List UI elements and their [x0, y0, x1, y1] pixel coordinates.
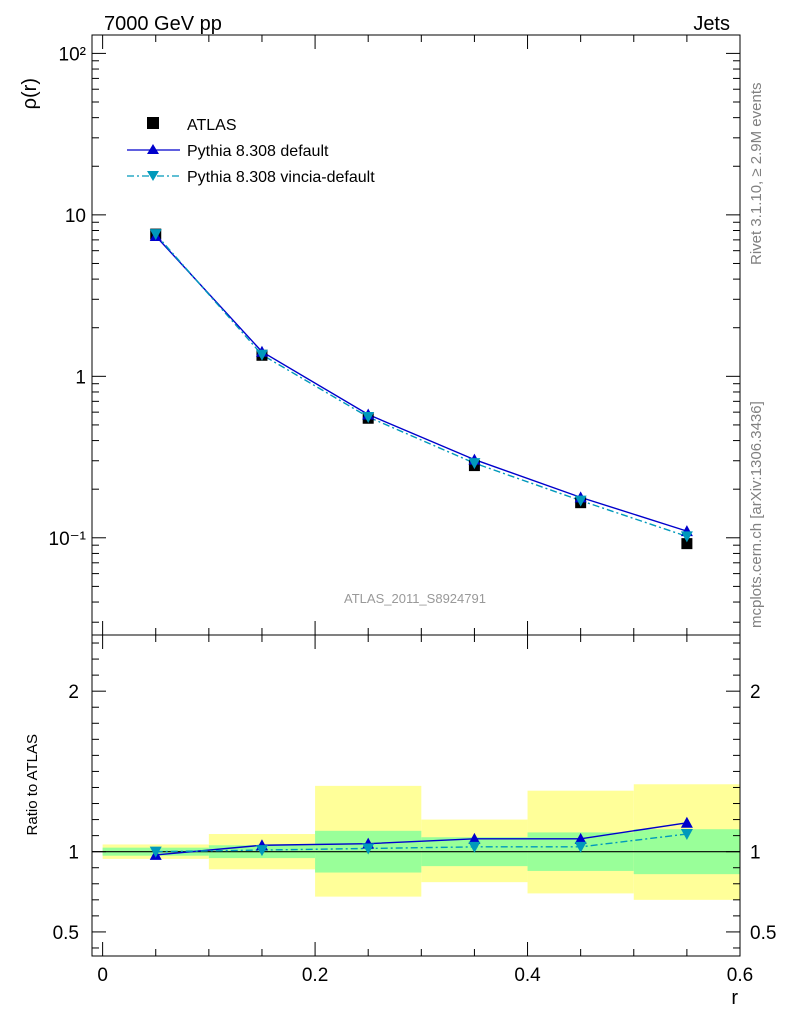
ratio-series-lines — [155, 822, 687, 856]
ratio-xlabel: r — [731, 987, 738, 1009]
ratio-ytick-label-right: 1 — [750, 843, 761, 864]
legend-label-atlas: ATLAS — [187, 117, 237, 134]
main-axes: 10⁻¹ 1 10 10² — [49, 35, 741, 635]
ratio-panel: 0 0.2 0.4 0.6 0.5 0.5 1 1 2 2 Ratio to ATLAS r — [24, 634, 776, 1009]
main-point-s2-4 — [574, 495, 587, 507]
ratio-frame — [91, 634, 741, 957]
ratio-bands — [102, 784, 740, 900]
ratio-line-series-0 — [155, 822, 687, 856]
legend-marker-default — [147, 144, 159, 154]
main-panel: 10⁻¹ 1 10 10² ρ(r) ATLAS_2011_S8924791 ATLA… — [19, 34, 741, 636]
watermark: ATLAS_2011_S8924791 — [344, 591, 486, 606]
main-point-s2-1 — [255, 349, 268, 361]
main-ytick-label: 10² — [59, 44, 86, 65]
ratio-ytick-label-right: 0.5 — [750, 923, 776, 944]
ratio-ytick-label-left: 1 — [68, 843, 79, 864]
main-line-series-1 — [155, 235, 688, 532]
ratio-point-s1-0 — [149, 846, 162, 858]
main-line-series-2 — [155, 233, 688, 538]
ratio-ytick-label-left: 2 — [68, 682, 79, 703]
ratio-point-s0-4 — [574, 832, 587, 844]
ratio-line-series-1 — [155, 833, 687, 853]
ratio-xtick-label: 0.2 — [302, 965, 328, 986]
source-label: mcplots.cern.ch [arXiv:1306.3436] — [748, 401, 765, 628]
ratio-xtick-label: 0.6 — [727, 965, 753, 986]
legend-label-vincia: Pythia 8.308 vincia-default — [187, 169, 375, 186]
main-series-markers — [149, 228, 693, 550]
ratio-point-s0-5 — [680, 816, 693, 828]
ratio-xtick-label: 0.4 — [514, 965, 541, 986]
main-point-s2-3 — [468, 458, 481, 470]
main-series-lines — [155, 233, 688, 538]
rivet-label: Rivet 3.1.10, ≥ 2.9M events — [748, 83, 765, 266]
main-ylabel: ρ(r) — [19, 78, 41, 109]
legend-label-default: Pythia 8.308 default — [187, 143, 329, 160]
legend-marker-vincia — [147, 171, 159, 181]
main-point-s2-5 — [680, 531, 693, 543]
ratio-ylabel: Ratio to ATLAS — [24, 734, 41, 835]
ratio-point-s0-3 — [468, 832, 481, 844]
main-point-s2-2 — [362, 411, 375, 423]
main-point-s2-0 — [149, 229, 162, 241]
main-point-s0-5 — [681, 538, 693, 550]
header-right: Jets — [693, 13, 730, 35]
ratio-point-s1-5 — [680, 829, 693, 841]
main-ytick-label: 10⁻¹ — [49, 529, 87, 550]
ratio-point-s1-4 — [574, 841, 587, 853]
legend-marker-atlas — [147, 117, 159, 129]
legend: ATLAS Pythia 8.308 default Pythia 8.308 … — [127, 117, 375, 186]
header-left: 7000 GeV pp — [104, 13, 222, 35]
ratio-xtick-label: 0 — [97, 965, 108, 986]
ratio-point-s1-2 — [362, 843, 375, 855]
ratio-ytick-label-right: 2 — [750, 682, 761, 703]
main-ytick-label: 10 — [65, 206, 86, 227]
ratio-point-s1-3 — [468, 841, 481, 853]
ratio-ytick-label-left: 0.5 — [53, 923, 79, 944]
ratio-series-markers — [149, 816, 693, 860]
ratio-point-s1-1 — [255, 845, 268, 857]
ratio-axes: 0 0.2 0.4 0.6 0.5 0.5 1 1 2 2 — [53, 635, 776, 986]
main-ytick-label: 1 — [75, 367, 86, 388]
